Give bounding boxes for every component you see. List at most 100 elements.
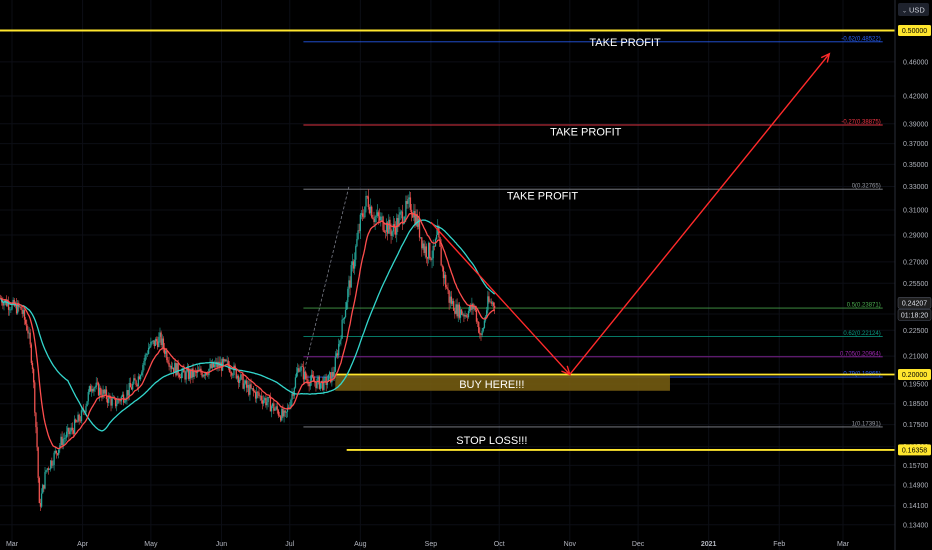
buy-zone-box[interactable] bbox=[335, 374, 670, 391]
candle-body bbox=[338, 344, 340, 356]
candle-body bbox=[387, 222, 389, 234]
candle-body bbox=[97, 382, 100, 396]
candle-body bbox=[103, 389, 105, 394]
candle-body bbox=[37, 447, 39, 478]
candle-body bbox=[399, 212, 401, 215]
candle-body bbox=[357, 230, 359, 240]
candle-body bbox=[129, 383, 132, 388]
candle-body bbox=[22, 310, 25, 314]
candle-body bbox=[492, 302, 495, 306]
fib-retracement[interactable]: -0.62(0.48522) -0.27(0.38875) 0(0.32765) 0.… bbox=[303, 36, 883, 427]
fib-level-label: 0.705(0.20964) bbox=[840, 351, 881, 357]
candle-body bbox=[237, 375, 240, 383]
candle-body bbox=[202, 374, 204, 377]
candle-body bbox=[133, 378, 135, 384]
currency-label: USD bbox=[909, 6, 925, 15]
candle-body bbox=[448, 290, 450, 303]
candle-body bbox=[106, 398, 109, 403]
moving-average-slow-line bbox=[0, 219, 496, 432]
annotation-label: TAKE PROFIT bbox=[550, 127, 622, 139]
candle-body bbox=[352, 261, 355, 269]
candle-body bbox=[2, 302, 4, 306]
candle-body bbox=[228, 365, 231, 372]
candle-body bbox=[212, 361, 215, 368]
candle-body bbox=[251, 388, 253, 389]
candle-body bbox=[51, 460, 53, 466]
candle-body bbox=[188, 370, 191, 379]
candle-body bbox=[374, 216, 376, 223]
candle-body bbox=[298, 368, 300, 372]
candle-body bbox=[446, 287, 448, 289]
annotations: TAKE PROFIT TAKE PROFIT TAKE PROFIT BUY HER… bbox=[456, 37, 661, 447]
candle-body bbox=[256, 391, 258, 399]
candle-body bbox=[382, 216, 384, 231]
candle-body bbox=[169, 365, 171, 367]
candle-body bbox=[453, 301, 455, 311]
candle-body bbox=[315, 382, 317, 389]
projection-arrows[interactable] bbox=[430, 52, 831, 376]
candle-body bbox=[278, 415, 281, 417]
candle-body bbox=[458, 304, 461, 318]
candle-body bbox=[206, 372, 208, 375]
price-axis-ticks: 0.134000.141000.149000.157000.165000.175… bbox=[903, 59, 928, 529]
chevron-down-icon[interactable]: ⌄ bbox=[902, 8, 907, 15]
candle-body bbox=[324, 377, 326, 378]
candle-body bbox=[350, 265, 352, 288]
horizontal-lines[interactable] bbox=[0, 29, 895, 451]
candle-body bbox=[440, 246, 442, 266]
candle-body bbox=[467, 310, 470, 318]
candle-body bbox=[390, 229, 392, 236]
price-badge bbox=[898, 444, 931, 456]
candle-body bbox=[450, 296, 453, 304]
candle-body bbox=[489, 301, 491, 303]
arrow-head-up-icon bbox=[820, 52, 831, 63]
candle-body bbox=[19, 306, 21, 308]
candle-body bbox=[60, 436, 62, 446]
candle-body bbox=[283, 410, 285, 417]
candle-body bbox=[336, 353, 339, 356]
candle-body bbox=[104, 389, 106, 394]
price-axis-panel[interactable] bbox=[895, 0, 932, 550]
candle-body bbox=[474, 306, 476, 310]
arrow-head-down-icon bbox=[561, 365, 571, 376]
candle-body bbox=[388, 219, 390, 234]
candle-body bbox=[445, 274, 447, 288]
price-tick-label: 0.13400 bbox=[903, 522, 928, 529]
fib-level-label: 0(0.32765) bbox=[852, 184, 881, 190]
candle-body bbox=[353, 259, 356, 269]
candle-body bbox=[127, 390, 129, 396]
candle-body bbox=[34, 382, 36, 413]
time-tick-label: Sep bbox=[425, 541, 438, 548]
dashed-trend-line[interactable] bbox=[303, 186, 350, 375]
candle-body bbox=[473, 306, 475, 309]
candle-body bbox=[209, 363, 211, 369]
candle-body bbox=[229, 371, 232, 373]
candle-body bbox=[272, 403, 274, 407]
candle-body bbox=[490, 301, 492, 304]
candle-body bbox=[179, 376, 182, 379]
candle-body bbox=[406, 201, 408, 204]
candle-body bbox=[343, 317, 346, 319]
candle-body bbox=[119, 400, 121, 402]
candle-body bbox=[161, 338, 163, 346]
candle-body bbox=[351, 261, 354, 266]
candle-body bbox=[102, 389, 104, 398]
candle-body bbox=[335, 353, 338, 357]
candle-body bbox=[42, 484, 44, 494]
currency-selector-box[interactable] bbox=[898, 3, 929, 16]
dashed-trend-line[interactable] bbox=[303, 186, 350, 375]
candle-body bbox=[367, 196, 369, 208]
candle-body bbox=[4, 299, 6, 302]
candle-body bbox=[433, 245, 435, 247]
candle-body bbox=[268, 396, 270, 398]
candle-body bbox=[466, 316, 468, 318]
candle-body bbox=[28, 332, 30, 334]
candle-body bbox=[456, 304, 458, 317]
candle-body bbox=[204, 372, 207, 376]
candle-body bbox=[153, 340, 155, 346]
candle-body bbox=[422, 243, 424, 249]
currency-selector[interactable]: ⌄ USD bbox=[898, 3, 929, 16]
candle-body bbox=[410, 209, 413, 215]
candle-body bbox=[273, 403, 275, 411]
